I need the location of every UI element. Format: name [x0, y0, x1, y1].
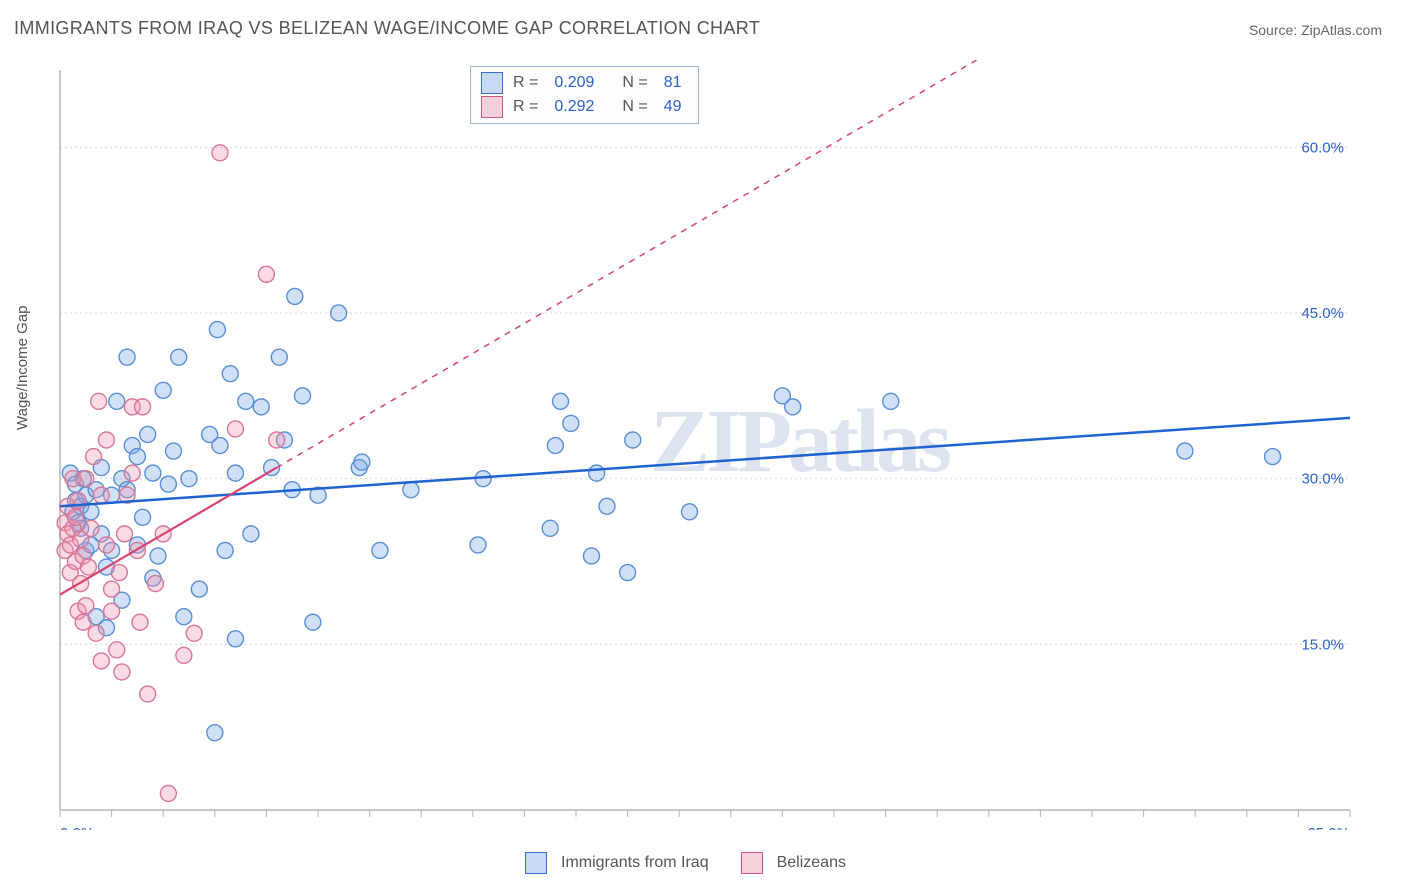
series-label-1: Immigrants from Iraq	[561, 854, 709, 872]
svg-text:60.0%: 60.0%	[1301, 139, 1344, 156]
n-label: N =	[622, 95, 647, 119]
plot-area: 15.0% 30.0% 45.0% 60.0% 0.0% 25.0%	[50, 60, 1370, 830]
scatter-chart: 15.0% 30.0% 45.0% 60.0% 0.0% 25.0%	[50, 60, 1370, 830]
r-value: 0.292	[554, 95, 594, 119]
svg-text:45.0%: 45.0%	[1301, 305, 1344, 322]
svg-text:30.0%: 30.0%	[1301, 471, 1344, 488]
swatch-blue	[481, 72, 503, 94]
swatch-blue	[525, 852, 547, 874]
series-label-2: Belizeans	[777, 854, 846, 872]
legend-row-2: R = 0.292 N = 49	[481, 95, 688, 119]
legend-correlation: R = 0.209 N = 81 R = 0.292 N = 49	[470, 66, 699, 124]
r-value: 0.209	[554, 71, 594, 95]
n-label: N =	[622, 71, 647, 95]
n-value: 81	[664, 71, 682, 95]
legend-row-1: R = 0.209 N = 81	[481, 71, 688, 95]
svg-text:25.0%: 25.0%	[1307, 825, 1350, 830]
y-axis-label: Wage/Income Gap	[14, 305, 31, 430]
swatch-pink	[741, 852, 763, 874]
n-value: 49	[664, 95, 682, 119]
svg-text:0.0%: 0.0%	[60, 825, 94, 830]
chart-title: IMMIGRANTS FROM IRAQ VS BELIZEAN WAGE/IN…	[14, 18, 760, 39]
svg-text:15.0%: 15.0%	[1301, 636, 1344, 653]
source-label: Source: ZipAtlas.com	[1249, 22, 1382, 38]
swatch-pink	[481, 96, 503, 118]
r-label: R =	[513, 95, 538, 119]
r-label: R =	[513, 71, 538, 95]
legend-series: Immigrants from Iraq Belizeans	[525, 852, 846, 874]
